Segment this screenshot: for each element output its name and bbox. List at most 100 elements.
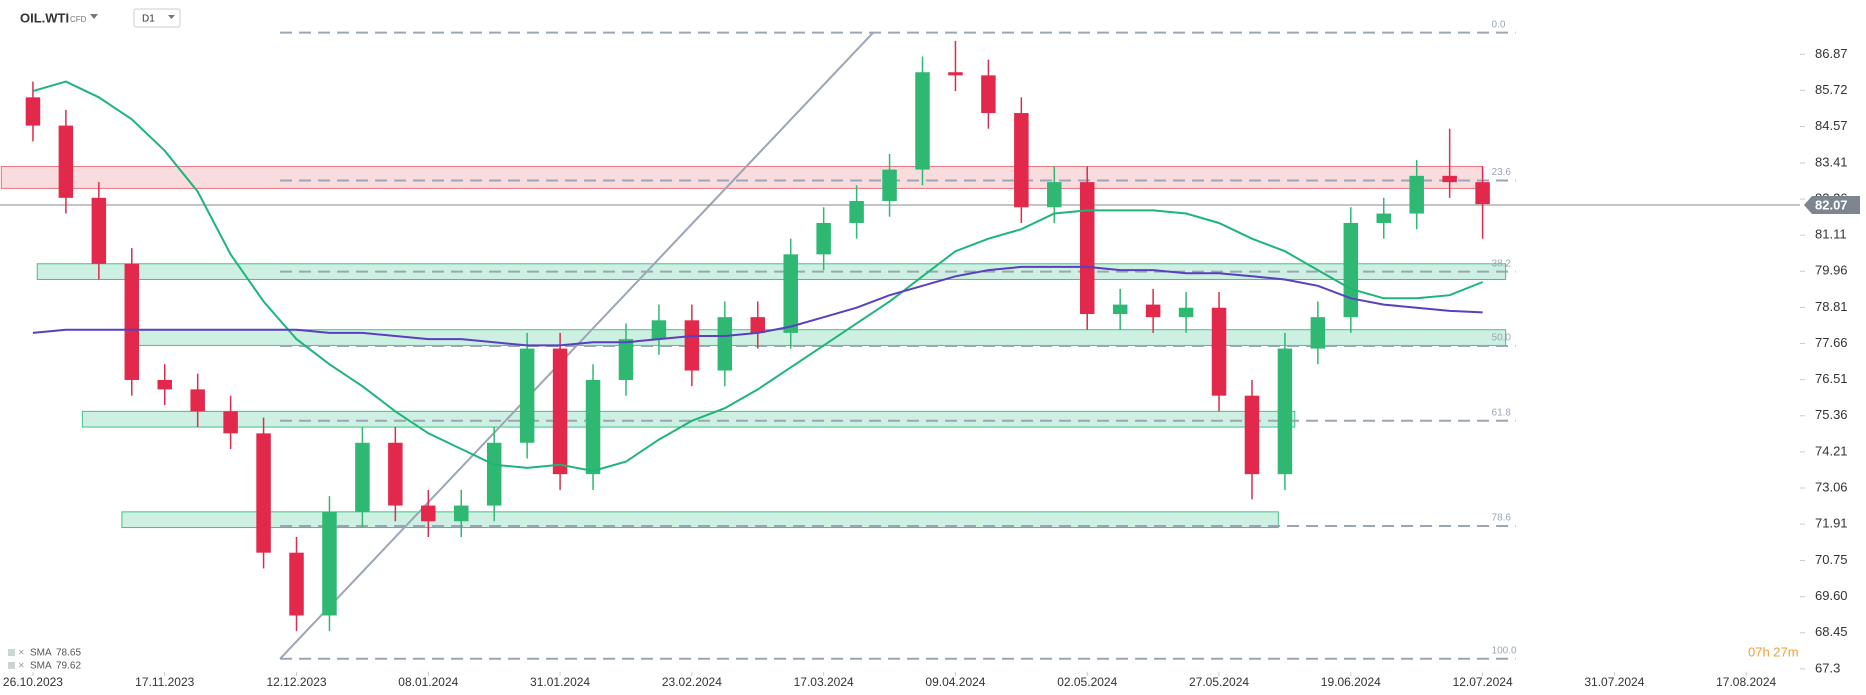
candle-body: [1211, 307, 1227, 396]
y-tick-label: 74.21: [1815, 443, 1848, 458]
y-tick-label: 76.51: [1815, 371, 1848, 386]
candle-body: [585, 379, 601, 475]
interval-caret: [168, 15, 175, 19]
candle-body: [190, 389, 205, 412]
y-tick-label: 78.81: [1815, 299, 1848, 314]
y-tick-label: 69.60: [1815, 588, 1848, 603]
candle-body: [519, 348, 535, 443]
candle-body: [1145, 304, 1161, 318]
trendline: [279, 31, 874, 660]
interval[interactable]: D1: [142, 14, 155, 25]
candle-body: [289, 552, 304, 616]
candle-body: [454, 505, 469, 522]
market: CFD: [70, 15, 87, 24]
candle-body: [421, 505, 436, 522]
candle-body: [322, 511, 337, 616]
candle-body: [552, 348, 568, 475]
candle-body: [684, 320, 700, 371]
y-tick-label: 75.36: [1815, 407, 1848, 422]
legend-value: 78.65: [56, 648, 81, 659]
legend-icon: [8, 649, 15, 656]
y-tick-label: 84.57: [1815, 118, 1848, 133]
y-tick-label: 85.72: [1815, 82, 1848, 97]
candle-body: [1014, 113, 1029, 208]
x-tick-label: 09.04.2024: [925, 675, 985, 689]
sma-line: [32, 265, 1483, 347]
interval-box[interactable]: [133, 8, 181, 28]
x-tick-label: 23.02.2024: [662, 675, 722, 689]
candle-body: [1112, 304, 1128, 315]
x-tick-label: 31.07.2024: [1584, 675, 1644, 689]
zone: [36, 263, 1507, 280]
candle-body: [717, 317, 733, 371]
legend-close: ✕: [18, 648, 25, 657]
last-price: 82.07: [1815, 197, 1848, 212]
legend-name: SMA: [30, 661, 52, 672]
candle-body: [618, 339, 634, 380]
x-tick-label: 31.01.2024: [530, 675, 590, 689]
x-tick-label: 08.01.2024: [398, 675, 458, 689]
candle-body: [915, 72, 930, 170]
candle-body: [91, 197, 107, 264]
x-tick-label: 27.05.2024: [1189, 675, 1249, 689]
x-tick-label: 12.07.2024: [1453, 675, 1513, 689]
x-tick-label: 12.12.2023: [266, 675, 326, 689]
candle-body: [1409, 175, 1424, 214]
candle-body: [25, 97, 41, 126]
symbol-bar[interactable]: OIL.WTI CFD D1: [20, 8, 181, 28]
candle-body: [1343, 222, 1359, 318]
plot-area: 0.0 23.6 38.2 50.0 61.8 78.6 100.0: [0, 19, 1800, 660]
y-tick-label: 86.87: [1815, 46, 1848, 61]
candle-body: [651, 320, 667, 340]
legend-entry[interactable]: ✕ SMA 79.62: [8, 661, 81, 672]
sma-line: [32, 80, 1483, 473]
candle-body: [124, 263, 140, 380]
candle-body: [849, 200, 864, 223]
y-tick-label: 83.41: [1815, 154, 1848, 169]
candle-body: [256, 433, 271, 553]
y-tick-label: 71.91: [1815, 516, 1848, 531]
candle-body: [1244, 395, 1260, 475]
candle-body: [882, 169, 897, 201]
candle-body: [157, 379, 172, 390]
legend-icon: [8, 662, 15, 669]
x-tick-label: 19.06.2024: [1321, 675, 1381, 689]
candle-body: [1079, 182, 1095, 315]
candle-body: [1442, 175, 1457, 183]
fib-label: 0.0: [1492, 19, 1506, 30]
x-tick-label: 26.10.2023: [3, 675, 63, 689]
candle-body: [816, 222, 831, 255]
candle-body: [948, 72, 963, 76]
candle-body: [223, 411, 238, 434]
x-tick-label: 17.08.2024: [1716, 675, 1776, 689]
legend-entry[interactable]: ✕ SMA 78.65: [8, 648, 81, 659]
x-tick-label: 17.11.2023: [135, 675, 194, 689]
y-tick-label: 67.3: [1815, 660, 1840, 675]
last-price-tag: [1804, 196, 1860, 215]
y-tick-label: 73.06: [1815, 479, 1848, 494]
dropdown-caret[interactable]: [90, 14, 98, 19]
fib-label: 50.0: [1492, 333, 1512, 344]
y-tick-label: 81.11: [1815, 227, 1847, 242]
zone: [121, 511, 1279, 529]
candle-body: [750, 317, 766, 333]
legend-name: SMA: [30, 648, 52, 659]
fib-label: 61.8: [1492, 407, 1512, 418]
zone: [81, 410, 1296, 428]
symbol[interactable]: OIL.WTI: [20, 10, 69, 25]
y-tick-label: 68.45: [1815, 624, 1848, 639]
fib-label: 38.2: [1492, 258, 1512, 269]
candle-body: [1047, 182, 1062, 208]
x-tick-label: 17.03.2024: [794, 675, 854, 689]
y-tick-label: 70.75: [1815, 552, 1848, 567]
candle-body: [1277, 348, 1293, 475]
x-tick-label: 02.05.2024: [1057, 675, 1117, 689]
fib-label: 78.6: [1492, 513, 1512, 524]
legend-value: 79.62: [56, 661, 81, 672]
legend-close: ✕: [18, 661, 25, 670]
candle-body: [58, 125, 74, 198]
candle-body: [486, 442, 502, 506]
candle-body: [981, 75, 996, 114]
